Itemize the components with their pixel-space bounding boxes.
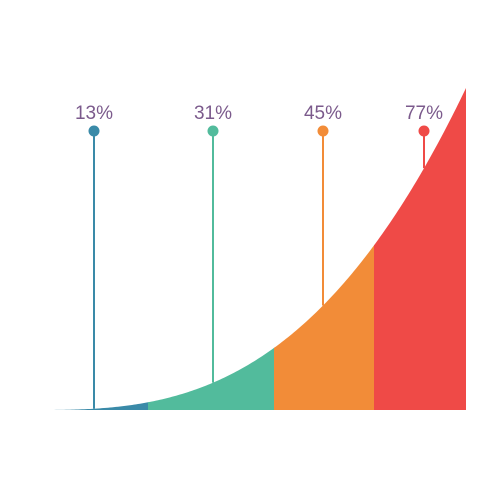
percent-label-3: 45% (304, 103, 342, 124)
marker-dot-3 (317, 125, 329, 137)
percent-label-1: 13% (75, 103, 113, 124)
percent-label-4: 77% (405, 103, 443, 124)
marker-dot-4 (418, 125, 430, 137)
marker-dot-1 (88, 125, 100, 137)
marker-dot-2 (207, 125, 219, 137)
percent-label-2: 31% (194, 103, 232, 124)
